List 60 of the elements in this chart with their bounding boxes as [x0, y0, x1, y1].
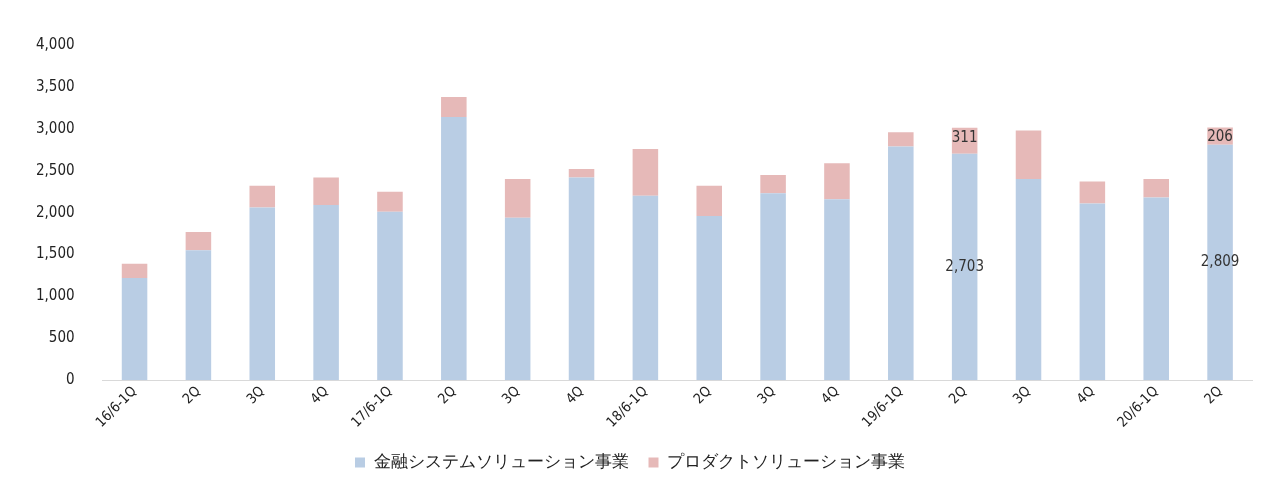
bar: [568, 177, 595, 381]
bar: [824, 199, 850, 381]
bar: [313, 177, 339, 206]
x-tick-label: 4Q: [817, 382, 842, 407]
x-tick-label: 4Q: [562, 382, 587, 407]
x-tick-label: 2Q: [434, 382, 459, 407]
bar: [1143, 197, 1169, 381]
bar: [121, 263, 148, 278]
bar: [568, 169, 595, 178]
y-tick-label: 2,500: [36, 160, 75, 179]
data-label: 2,703: [945, 256, 984, 275]
x-tick-label: 2Q: [1200, 382, 1225, 407]
bar: [1143, 179, 1169, 198]
y-tick-label: 500: [48, 328, 75, 347]
x-tick-label: 3Q: [498, 382, 523, 407]
x-tick-label: 3Q: [242, 382, 267, 407]
bar: [632, 195, 659, 381]
x-tick-label: 2Q: [179, 382, 204, 407]
bar: [824, 163, 850, 200]
bar: [696, 185, 723, 216]
bar: [377, 191, 403, 212]
data-label: 206: [1207, 127, 1233, 146]
x-tick-label: 4Q: [1073, 382, 1098, 407]
bar: [121, 277, 148, 381]
bar: [696, 215, 723, 381]
y-tick-label: 3,500: [36, 76, 75, 95]
legend-label: プロダクトソリューション事業: [667, 450, 905, 471]
y-tick-label: 1,000: [36, 286, 75, 305]
bar: [760, 193, 786, 381]
bar: [441, 117, 467, 381]
y-tick-label: 3,000: [36, 118, 75, 137]
y-tick-label: 4,000: [36, 34, 75, 53]
bar: [1079, 181, 1106, 204]
data-label: 311: [951, 127, 978, 146]
bar: [185, 231, 212, 251]
y-tick-label: 2,000: [36, 202, 75, 221]
x-tick-label: 4Q: [306, 382, 331, 407]
bar: [249, 185, 276, 208]
bar: [632, 148, 659, 196]
y-tick-label: 0: [66, 370, 75, 389]
bar: [888, 132, 914, 147]
x-tick-label: 2Q: [945, 382, 970, 407]
x-tick-label: 2Q: [689, 382, 714, 407]
bar: [760, 174, 786, 194]
bar: [249, 207, 276, 381]
x-tick-label: 3Q: [1009, 382, 1034, 407]
bar: [504, 217, 531, 381]
bar: [1015, 179, 1042, 381]
bar: [185, 250, 212, 381]
bar: [377, 211, 403, 381]
bar: [441, 96, 467, 118]
bar: [1015, 130, 1042, 180]
bar: [504, 179, 531, 218]
y-tick-label: 1,500: [36, 244, 75, 263]
legend-label: 金融システムソリューション事業: [373, 450, 629, 471]
bar: [888, 146, 914, 381]
bar: [313, 205, 339, 381]
bar: [1079, 203, 1106, 381]
data-label: 2,809: [1200, 252, 1240, 271]
x-tick-label: 3Q: [753, 382, 778, 407]
